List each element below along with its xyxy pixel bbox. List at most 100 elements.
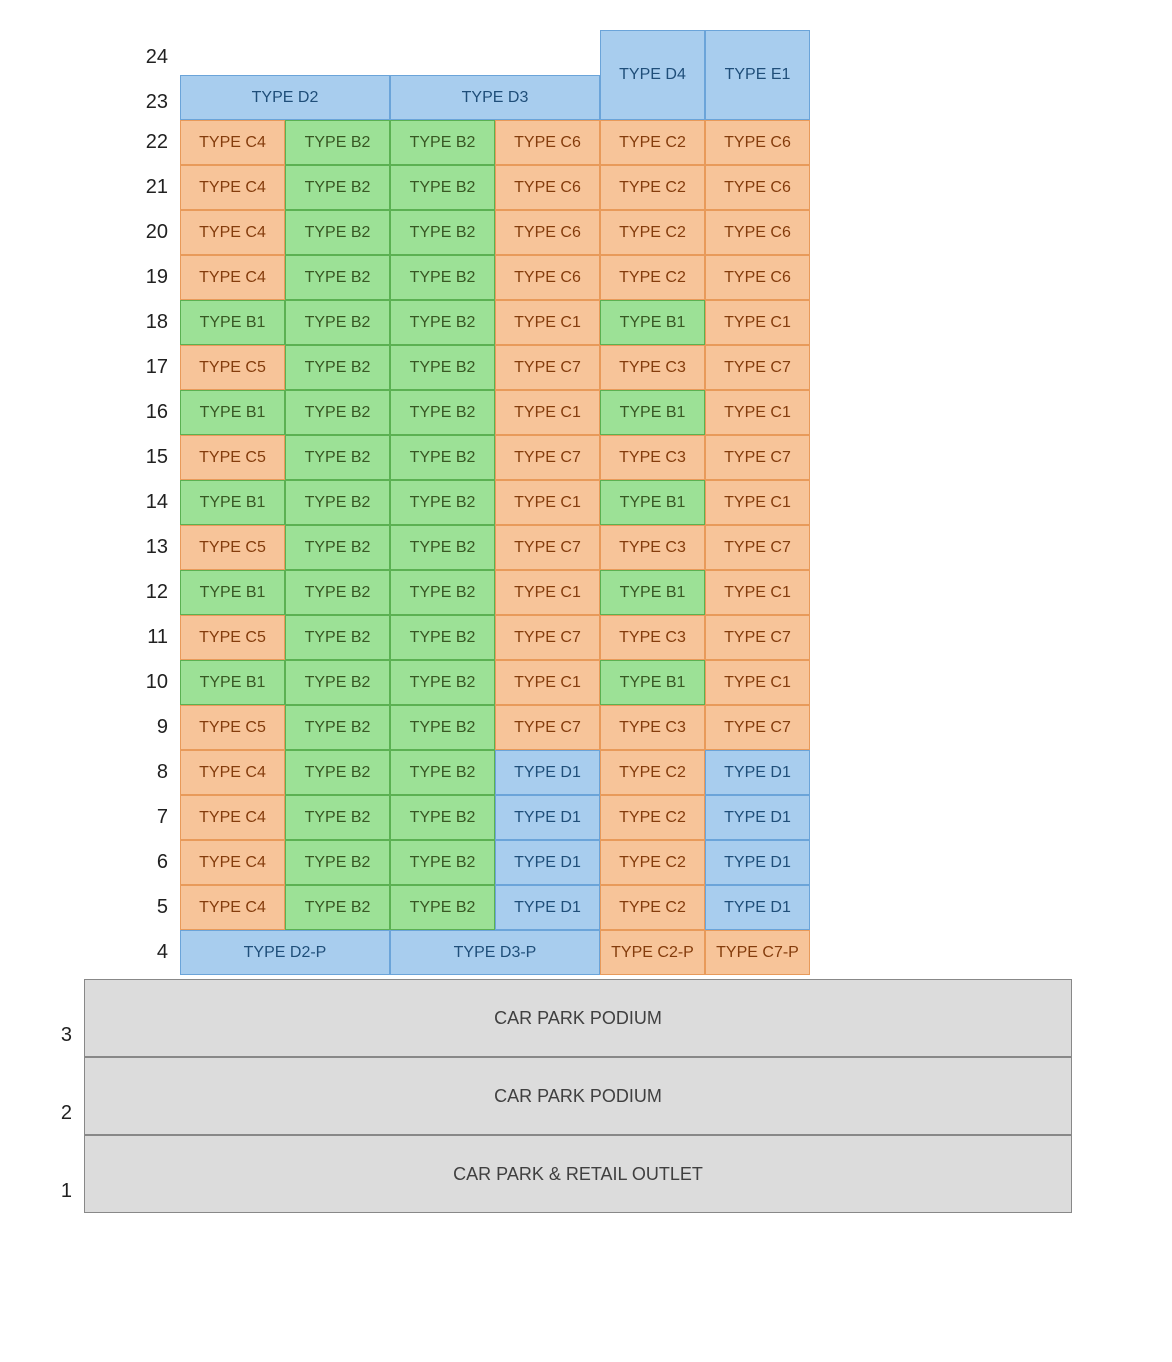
unit-C3: TYPE C3 bbox=[600, 345, 705, 390]
unit-C7: TYPE C7 bbox=[705, 435, 810, 480]
unit-B1: TYPE B1 bbox=[180, 660, 285, 705]
floor-label-24: 24 bbox=[30, 30, 180, 75]
floor-label-12: 12 bbox=[30, 570, 180, 615]
unit-B2: TYPE B2 bbox=[285, 660, 390, 705]
unit-B2: TYPE B2 bbox=[390, 750, 495, 795]
unit-B1: TYPE B1 bbox=[180, 570, 285, 615]
unit-C3: TYPE C3 bbox=[600, 435, 705, 480]
podium-row-3: CAR PARK PODIUM bbox=[84, 979, 1072, 1057]
unit-C7: TYPE C7 bbox=[705, 615, 810, 660]
unit-C7: TYPE C7 bbox=[495, 615, 600, 660]
unit-B2: TYPE B2 bbox=[390, 660, 495, 705]
floor-label-9: 9 bbox=[30, 705, 180, 750]
unit-D2-P: TYPE D2-P bbox=[180, 930, 390, 975]
unit-B2: TYPE B2 bbox=[285, 750, 390, 795]
unit-C4: TYPE C4 bbox=[180, 255, 285, 300]
unit-C1: TYPE C1 bbox=[495, 390, 600, 435]
unit-C1: TYPE C1 bbox=[705, 570, 810, 615]
unit-B2: TYPE B2 bbox=[285, 705, 390, 750]
floor-label-10: 10 bbox=[30, 660, 180, 705]
unit-B2: TYPE B2 bbox=[390, 120, 495, 165]
podium-grid: 3CAR PARK PODIUM2CAR PARK PODIUM1CAR PAR… bbox=[30, 979, 1142, 1213]
unit-B2: TYPE B2 bbox=[390, 435, 495, 480]
unit-C2: TYPE C2 bbox=[600, 165, 705, 210]
unit-B2: TYPE B2 bbox=[285, 840, 390, 885]
unit-C3: TYPE C3 bbox=[600, 705, 705, 750]
unit-B2: TYPE B2 bbox=[390, 795, 495, 840]
unit-B2: TYPE B2 bbox=[285, 390, 390, 435]
unit-D1: TYPE D1 bbox=[495, 750, 600, 795]
unit-B2: TYPE B2 bbox=[285, 480, 390, 525]
unit-C2: TYPE C2 bbox=[600, 120, 705, 165]
unit-C4: TYPE C4 bbox=[180, 840, 285, 885]
unit-C1: TYPE C1 bbox=[705, 660, 810, 705]
unit-C2: TYPE C2 bbox=[600, 885, 705, 930]
unit-D1: TYPE D1 bbox=[705, 840, 810, 885]
unit-D3: TYPE D3 bbox=[390, 75, 600, 120]
unit-B2: TYPE B2 bbox=[390, 525, 495, 570]
floor-label-1: 1 bbox=[30, 1135, 84, 1213]
unit-B1: TYPE B1 bbox=[180, 300, 285, 345]
floor-label-5: 5 bbox=[30, 885, 180, 930]
unit-B2: TYPE B2 bbox=[390, 165, 495, 210]
unit-B1: TYPE B1 bbox=[600, 480, 705, 525]
unit-C2: TYPE C2 bbox=[600, 795, 705, 840]
unit-C2: TYPE C2 bbox=[600, 255, 705, 300]
unit-B2: TYPE B2 bbox=[285, 165, 390, 210]
unit-B2: TYPE B2 bbox=[390, 210, 495, 255]
unit-B2: TYPE B2 bbox=[285, 255, 390, 300]
floor-label-7: 7 bbox=[30, 795, 180, 840]
unit-B1: TYPE B1 bbox=[180, 390, 285, 435]
unit-C3: TYPE C3 bbox=[600, 615, 705, 660]
unit-C3: TYPE C3 bbox=[600, 525, 705, 570]
unit-E1: TYPE E1 bbox=[705, 30, 810, 120]
unit-C4: TYPE C4 bbox=[180, 795, 285, 840]
unit-C2: TYPE C2 bbox=[600, 210, 705, 255]
unit-C7: TYPE C7 bbox=[705, 705, 810, 750]
floor-label-22: 22 bbox=[30, 120, 180, 165]
stacking-diagram: 24TYPE D4TYPE E123TYPE D2TYPE D322TYPE C… bbox=[30, 30, 1142, 1213]
unit-C1: TYPE C1 bbox=[495, 480, 600, 525]
unit-B2: TYPE B2 bbox=[390, 705, 495, 750]
unit-C1: TYPE C1 bbox=[495, 300, 600, 345]
unit-C5: TYPE C5 bbox=[180, 705, 285, 750]
floor-label-11: 11 bbox=[30, 615, 180, 660]
unit-C6: TYPE C6 bbox=[495, 165, 600, 210]
unit-B2: TYPE B2 bbox=[390, 390, 495, 435]
unit-C5: TYPE C5 bbox=[180, 615, 285, 660]
unit-D1: TYPE D1 bbox=[705, 795, 810, 840]
unit-B2: TYPE B2 bbox=[390, 615, 495, 660]
unit-C1: TYPE C1 bbox=[705, 480, 810, 525]
unit-D3-P: TYPE D3-P bbox=[390, 930, 600, 975]
unit-B1: TYPE B1 bbox=[600, 570, 705, 615]
unit-C2-P: TYPE C2-P bbox=[600, 930, 705, 975]
unit-C1: TYPE C1 bbox=[705, 390, 810, 435]
tower-grid: 24TYPE D4TYPE E123TYPE D2TYPE D322TYPE C… bbox=[30, 30, 1142, 975]
unit-D2: TYPE D2 bbox=[180, 75, 390, 120]
floor-label-14: 14 bbox=[30, 480, 180, 525]
unit-C4: TYPE C4 bbox=[180, 750, 285, 795]
unit-B2: TYPE B2 bbox=[285, 525, 390, 570]
unit-C1: TYPE C1 bbox=[495, 660, 600, 705]
unit-C6: TYPE C6 bbox=[705, 120, 810, 165]
floor-label-3: 3 bbox=[30, 979, 84, 1057]
unit-C6: TYPE C6 bbox=[705, 255, 810, 300]
unit-C6: TYPE C6 bbox=[495, 210, 600, 255]
floor-label-21: 21 bbox=[30, 165, 180, 210]
unit-B1: TYPE B1 bbox=[600, 390, 705, 435]
unit-B1: TYPE B1 bbox=[600, 300, 705, 345]
unit-B2: TYPE B2 bbox=[390, 255, 495, 300]
unit-D1: TYPE D1 bbox=[705, 750, 810, 795]
unit-C4: TYPE C4 bbox=[180, 165, 285, 210]
floor-label-19: 19 bbox=[30, 255, 180, 300]
unit-C2: TYPE C2 bbox=[600, 750, 705, 795]
unit-C5: TYPE C5 bbox=[180, 435, 285, 480]
unit-D1: TYPE D1 bbox=[495, 795, 600, 840]
unit-C4: TYPE C4 bbox=[180, 210, 285, 255]
unit-B2: TYPE B2 bbox=[390, 345, 495, 390]
unit-B2: TYPE B2 bbox=[390, 885, 495, 930]
unit-B2: TYPE B2 bbox=[285, 570, 390, 615]
podium-row-2: CAR PARK PODIUM bbox=[84, 1057, 1072, 1135]
floor-label-2: 2 bbox=[30, 1057, 84, 1135]
floor-label-8: 8 bbox=[30, 750, 180, 795]
